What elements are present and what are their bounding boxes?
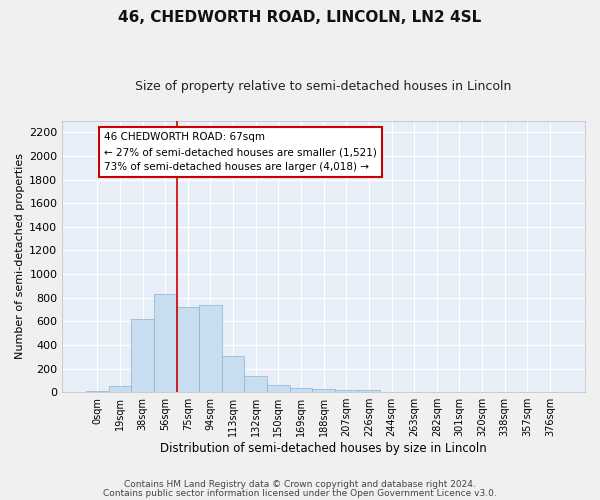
Bar <box>313 389 335 392</box>
Text: 46, CHEDWORTH ROAD, LINCOLN, LN2 4SL: 46, CHEDWORTH ROAD, LINCOLN, LN2 4SL <box>118 10 482 25</box>
Bar <box>335 390 358 392</box>
Bar <box>109 386 131 392</box>
Bar <box>222 356 244 392</box>
Bar <box>131 319 154 392</box>
X-axis label: Distribution of semi-detached houses by size in Lincoln: Distribution of semi-detached houses by … <box>160 442 487 455</box>
Bar <box>290 388 313 392</box>
Bar <box>199 305 222 392</box>
Y-axis label: Number of semi-detached properties: Number of semi-detached properties <box>15 154 25 360</box>
Bar <box>86 391 109 392</box>
Text: 46 CHEDWORTH ROAD: 67sqm
← 27% of semi-detached houses are smaller (1,521)
73% o: 46 CHEDWORTH ROAD: 67sqm ← 27% of semi-d… <box>104 132 377 172</box>
Bar <box>267 385 290 392</box>
Bar <box>244 376 267 392</box>
Bar <box>154 294 176 392</box>
Title: Size of property relative to semi-detached houses in Lincoln: Size of property relative to semi-detach… <box>136 80 512 93</box>
Bar <box>176 307 199 392</box>
Text: Contains HM Land Registry data © Crown copyright and database right 2024.: Contains HM Land Registry data © Crown c… <box>124 480 476 489</box>
Text: Contains public sector information licensed under the Open Government Licence v3: Contains public sector information licen… <box>103 488 497 498</box>
Bar <box>358 390 380 392</box>
